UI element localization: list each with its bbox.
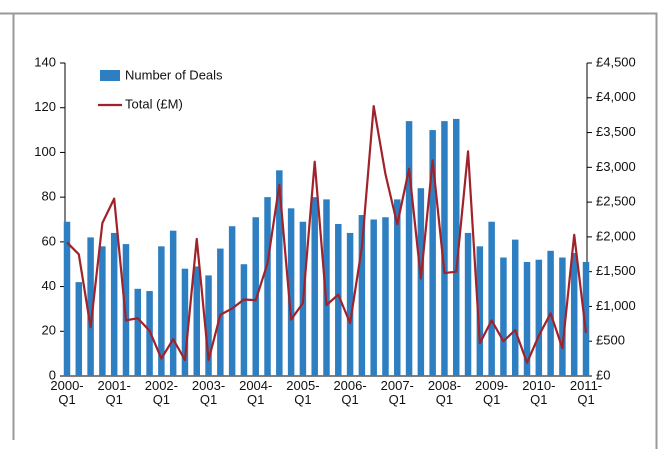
- frame: [0, 12, 658, 449]
- bar: [75, 282, 83, 376]
- y2-tick-label: £2,500: [596, 194, 636, 209]
- bar: [346, 232, 354, 376]
- bar: [181, 268, 189, 376]
- x-tick-label: 2010-Q1: [522, 378, 555, 407]
- bar: [228, 226, 236, 376]
- bar: [559, 257, 566, 376]
- line: [66, 105, 588, 364]
- bar: [488, 221, 495, 376]
- y-tick-label: 60: [42, 233, 56, 248]
- bar: [110, 232, 118, 376]
- bar: [535, 259, 543, 376]
- x-tick-label: 2009-Q1: [475, 378, 508, 407]
- x-tick-label: 2003-Q1: [192, 378, 225, 407]
- x-tick-label: 2011-Q1: [570, 378, 602, 407]
- bar: [570, 253, 578, 376]
- bar: [287, 208, 295, 376]
- bar: [63, 221, 71, 376]
- bar: [405, 121, 413, 376]
- bar: [240, 264, 248, 376]
- bar: [335, 223, 342, 376]
- bar: [99, 246, 106, 376]
- x-tick-label: 2007-Q1: [381, 378, 414, 407]
- bar: [523, 261, 531, 376]
- bar: [417, 188, 425, 376]
- y2-tick-label: £2,000: [596, 228, 636, 243]
- bar: [476, 246, 484, 376]
- bar: [429, 130, 436, 376]
- y-tick-label: 0: [49, 367, 56, 382]
- bar: [87, 237, 94, 376]
- bar: [193, 266, 200, 376]
- y-tick-label: 20: [42, 323, 56, 338]
- y2-tick-label: £500: [596, 333, 625, 348]
- bar: [453, 118, 460, 377]
- bar: [582, 261, 590, 376]
- x-tick-label: 2008-Q1: [428, 378, 461, 407]
- y-tick-label: 40: [42, 278, 56, 293]
- bar: [264, 197, 271, 376]
- bar: [394, 199, 401, 376]
- bar: [276, 170, 283, 376]
- x-tick-label: 2002-Q1: [145, 378, 178, 407]
- y2-tick-label: £3,500: [596, 124, 636, 139]
- y2-tick-label: £3,000: [596, 159, 636, 174]
- bar: [382, 217, 389, 376]
- y2-tick-label: £4,500: [596, 54, 636, 69]
- y-tick-label: 80: [42, 189, 56, 204]
- bar: [311, 197, 318, 376]
- y-tick-label: 140: [34, 54, 56, 69]
- bar: [441, 121, 448, 376]
- bar: [217, 248, 224, 376]
- bar: [134, 288, 142, 376]
- bar: [511, 239, 519, 376]
- x-tick-label: 2001-Q1: [98, 378, 131, 407]
- bar: [323, 199, 330, 376]
- legend-swatch: [100, 70, 120, 81]
- x-tick-label: 2000-Q1: [50, 378, 83, 407]
- y-tick-label: 120: [34, 99, 56, 114]
- y2-tick-label: £1,500: [596, 263, 636, 278]
- y2-tick-label: £1,000: [596, 298, 636, 313]
- x-tick-label: 2004-Q1: [239, 378, 272, 407]
- bar: [169, 230, 177, 376]
- legend-label: Total (£M): [125, 96, 183, 111]
- bar: [500, 257, 507, 376]
- bar: [205, 275, 212, 376]
- x-tick-label: 2006-Q1: [333, 378, 366, 407]
- y-tick-label: 100: [34, 144, 56, 159]
- bar: [464, 232, 472, 376]
- bar: [158, 246, 165, 376]
- bar: [358, 215, 366, 376]
- x-tick-label: 2005-Q1: [286, 378, 319, 407]
- legend-label: Number of Deals: [125, 67, 223, 82]
- y2-tick-label: £4,000: [596, 89, 636, 104]
- y2-tick-label: £0: [596, 367, 610, 382]
- bar: [370, 219, 377, 376]
